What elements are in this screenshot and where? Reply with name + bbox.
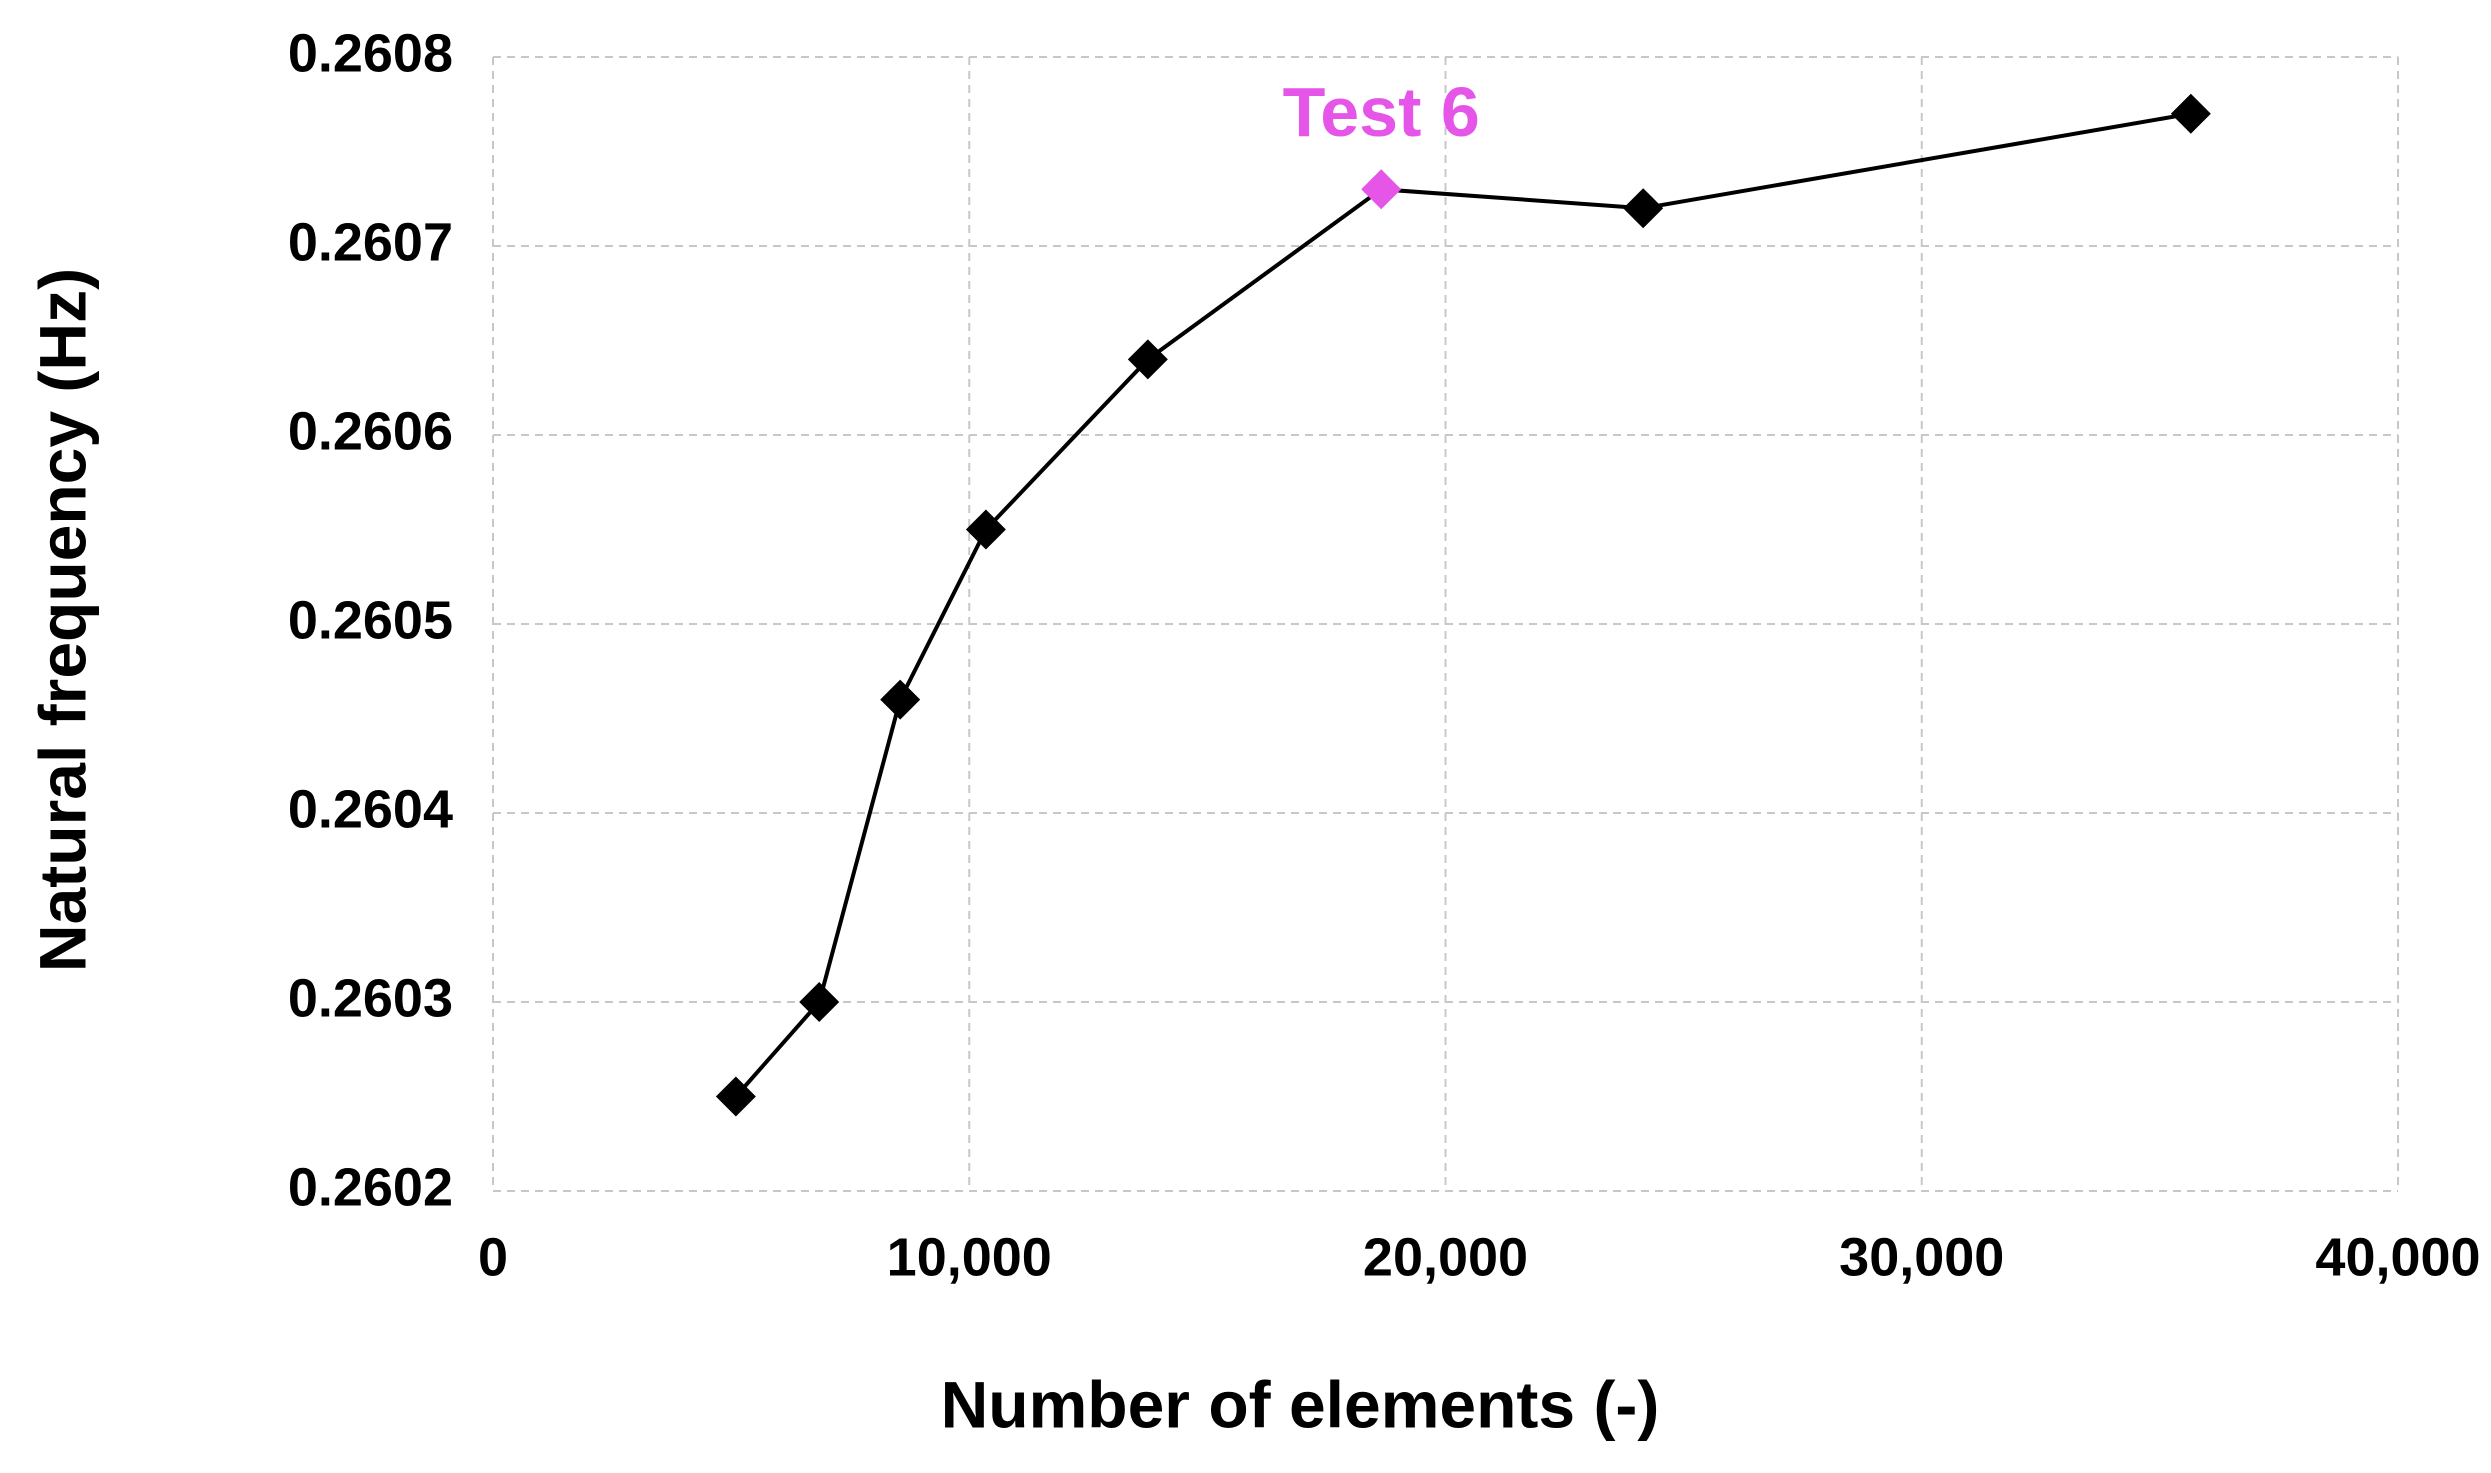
data-point [1127,339,1168,380]
x-axis-title: Number of elements (-) [941,1367,1660,1441]
data-point [880,679,921,720]
x-tick-label: 10,000 [887,1227,1052,1287]
series-line [734,111,2192,1098]
x-tick-label: 0 [478,1227,508,1287]
y-tick-label: 0.2604 [288,779,453,839]
annotation: Test 6 [1283,73,1480,151]
data-point [799,982,840,1022]
y-tick-label: 0.2608 [288,23,453,83]
y-axis-title: Natural frequency (Hz) [25,268,99,972]
y-tick-label: 0.2603 [288,968,453,1028]
y-tick-label: 0.2606 [288,401,453,461]
y-tick-label: 0.2607 [288,212,453,272]
x-tick-label: 30,000 [1839,1227,2004,1287]
data-point [715,1076,756,1117]
data-point [1623,188,1664,229]
data-point [2170,93,2211,134]
y-tick-label: 0.2605 [288,590,453,650]
x-tick-label: 20,000 [1363,1227,1528,1287]
data-point [965,509,1006,550]
y-tick-label: 0.2602 [288,1157,453,1217]
x-tick-label: 40,000 [2315,1227,2480,1287]
data-point [1361,169,1402,210]
